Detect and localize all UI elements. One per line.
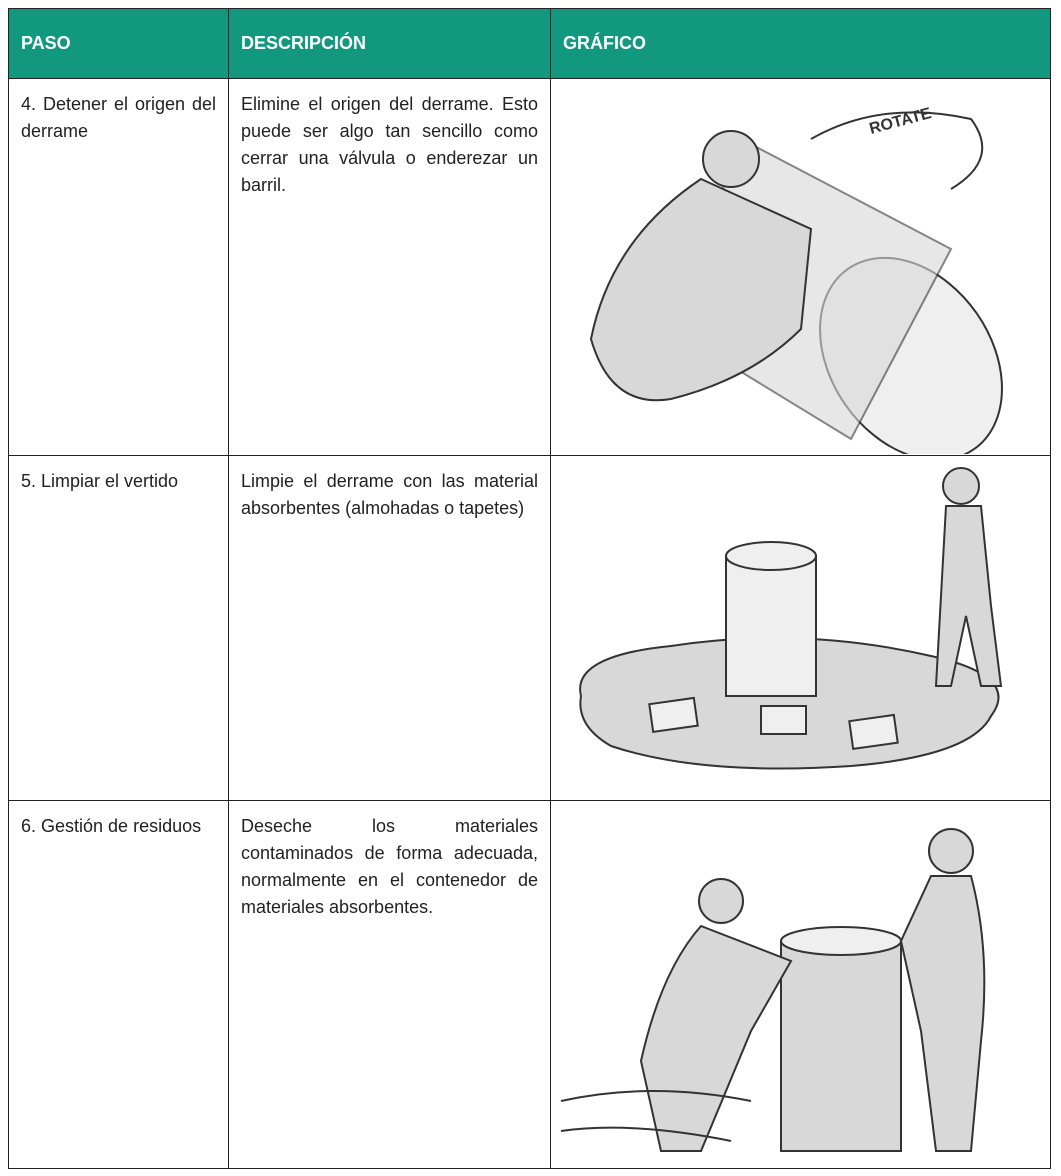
step-cell: 6. Gestión de residuos [8, 800, 229, 1169]
graphic-cell: ROTATE [550, 78, 1051, 456]
step-cell: 5. Limpiar el vertido [8, 455, 229, 801]
description-cell: Deseche los materiales contaminados de f… [228, 800, 551, 1169]
header-cell: GRÁFICO [550, 8, 1051, 79]
header-row: PASO DESCRIPCIÓN GRÁFICO [8, 8, 1051, 79]
table-row: 4. Detener el origen del derrame Elimine… [8, 78, 1051, 456]
steps-table: PASO DESCRIPCIÓN GRÁFICO 4. Detener el o… [8, 8, 1051, 1169]
graphic-cell [550, 455, 1051, 801]
table-row: 6. Gestión de residuos Deseche los mater… [8, 800, 1051, 1169]
header-cell: PASO [8, 8, 229, 79]
table-row: 5. Limpiar el vertido Limpie el derrame … [8, 455, 1051, 801]
svg-text:ROTATE: ROTATE [868, 105, 934, 138]
disposal-illustration [560, 828, 986, 1152]
description-cell: Elimine el origen del derrame. Esto pued… [228, 78, 551, 456]
header-cell: DESCRIPCIÓN [228, 8, 551, 79]
description-cell: Limpie el derrame con las material absor… [228, 455, 551, 801]
graphic-cell [550, 800, 1051, 1169]
spill-illustration [579, 467, 1003, 770]
barrel-illustration: ROTATE [589, 105, 1003, 454]
step-cell: 4. Detener el origen del derrame [8, 78, 229, 456]
